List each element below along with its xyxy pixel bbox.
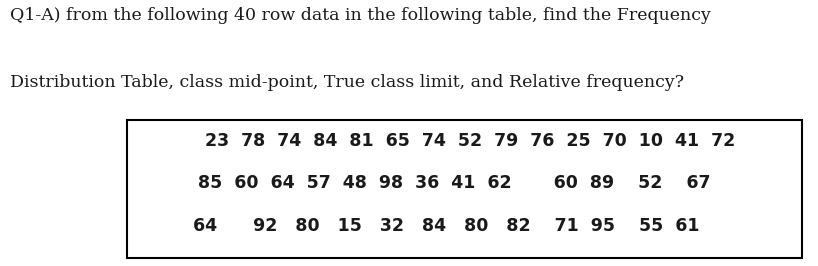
Bar <box>127 120 802 258</box>
Text: 23  78  74  84  81  65  74  52  79  76  25  70  10  41  72: 23 78 74 84 81 65 74 52 79 76 25 70 10 4… <box>205 132 735 150</box>
Text: Distribution Table, class mid-point, True class limit, and Relative frequency?: Distribution Table, class mid-point, Tru… <box>10 74 684 92</box>
Text: Q1-A) from the following 40 row data in the following table, find the Frequency: Q1-A) from the following 40 row data in … <box>10 7 711 24</box>
Text: 64      92   80   15   32   84   80   82    71  95    55  61: 64 92 80 15 32 84 80 82 71 95 55 61 <box>192 217 699 235</box>
Text: 85  60  64  57  48  98  36  41  62       60  89    52    67: 85 60 64 57 48 98 36 41 62 60 89 52 67 <box>198 174 710 192</box>
